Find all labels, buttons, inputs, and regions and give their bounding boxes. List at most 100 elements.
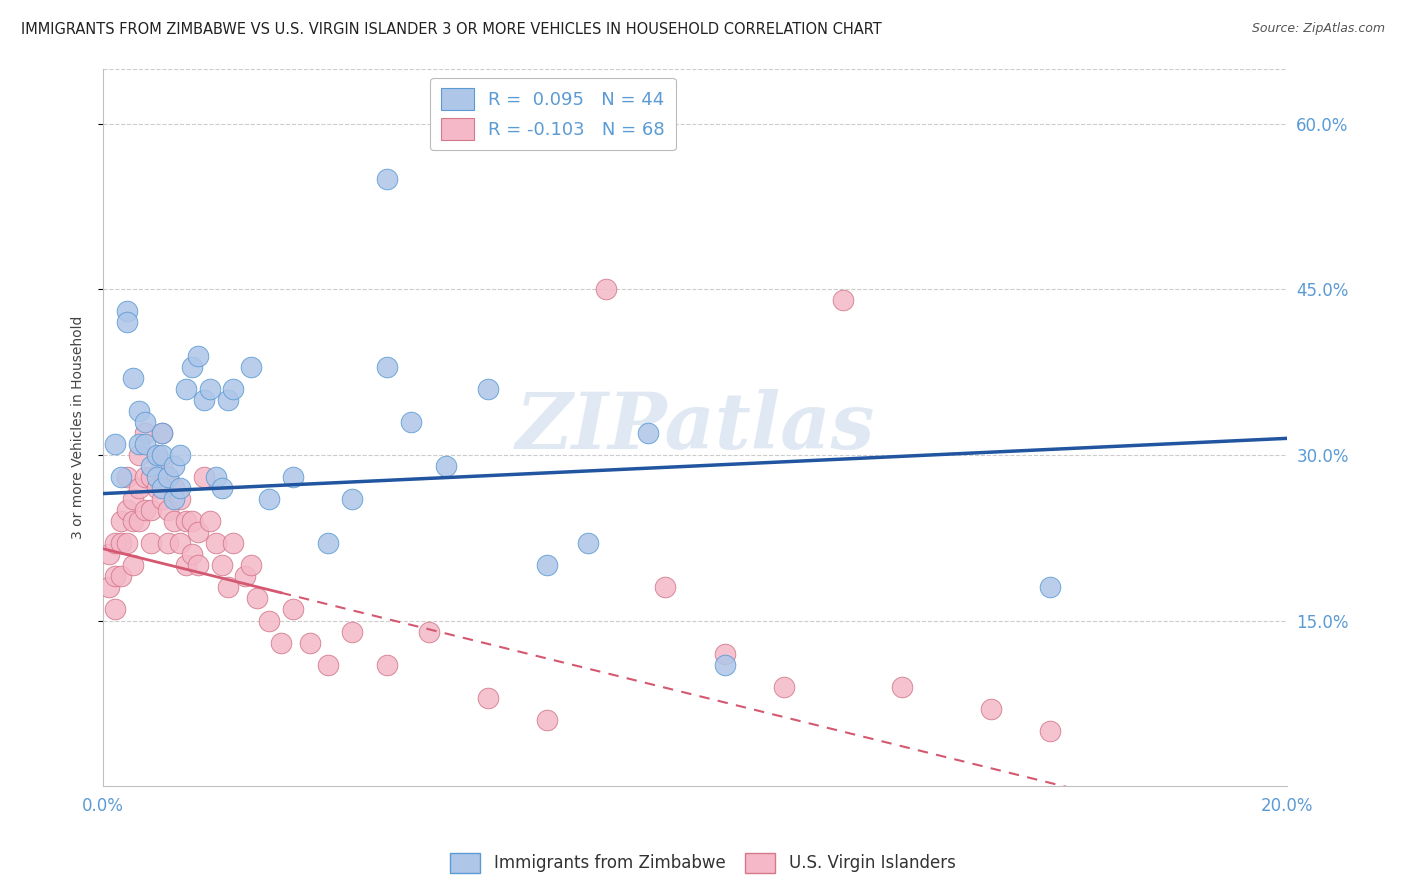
Point (163, 481, 186, 495)
Point (110, 569, 132, 583)
Point (122, 492, 145, 507)
Point (891, 680, 914, 694)
Point (104, 437, 127, 451)
Point (115, 304, 138, 318)
Point (152, 458, 174, 473)
Point (436, 458, 458, 473)
Point (157, 503, 180, 517)
Point (122, 558, 145, 573)
Point (134, 470, 156, 484)
Point (163, 492, 186, 507)
Point (134, 415, 156, 429)
Point (246, 591, 269, 606)
Point (316, 657, 339, 672)
Point (139, 536, 162, 550)
Point (139, 470, 162, 484)
Point (198, 382, 221, 396)
Text: Source: ZipAtlas.com: Source: ZipAtlas.com (1251, 22, 1385, 36)
Point (110, 470, 132, 484)
Point (163, 458, 186, 473)
Point (169, 536, 191, 550)
Point (110, 536, 132, 550)
Point (187, 558, 209, 573)
Point (477, 382, 499, 396)
Point (145, 448, 167, 462)
Point (174, 558, 197, 573)
Point (316, 536, 339, 550)
Point (152, 481, 174, 495)
Point (157, 536, 180, 550)
Point (152, 425, 174, 440)
Point (713, 647, 735, 661)
Point (134, 425, 156, 440)
Point (104, 569, 127, 583)
Point (240, 558, 263, 573)
Point (115, 503, 138, 517)
Point (115, 315, 138, 329)
Point (233, 569, 256, 583)
Point (115, 536, 138, 550)
Point (157, 470, 180, 484)
Point (187, 525, 209, 540)
Point (637, 425, 659, 440)
Point (193, 470, 215, 484)
Text: ZIPatlas: ZIPatlas (515, 389, 875, 466)
Point (375, 172, 398, 186)
Point (110, 514, 132, 528)
Point (128, 514, 150, 528)
Point (104, 602, 127, 616)
Point (134, 503, 156, 517)
Point (772, 680, 794, 694)
Point (375, 359, 398, 374)
Point (152, 492, 174, 507)
Point (654, 581, 676, 595)
Point (122, 370, 145, 384)
Point (134, 437, 156, 451)
Point (211, 558, 233, 573)
Point (536, 558, 558, 573)
Point (122, 514, 145, 528)
Point (204, 536, 226, 550)
Point (578, 536, 600, 550)
Point (240, 359, 263, 374)
Point (257, 614, 280, 628)
Point (270, 635, 292, 649)
Point (595, 282, 617, 296)
Point (1039, 581, 1062, 595)
Point (375, 657, 398, 672)
Point (831, 293, 853, 308)
Point (1039, 723, 1062, 738)
Point (139, 458, 162, 473)
Point (139, 503, 162, 517)
Point (163, 514, 186, 528)
Point (157, 470, 180, 484)
Point (128, 437, 150, 451)
Legend: Immigrants from Zimbabwe, U.S. Virgin Islanders: Immigrants from Zimbabwe, U.S. Virgin Is… (444, 847, 962, 880)
Point (98, 581, 121, 595)
Point (152, 448, 174, 462)
Point (257, 492, 280, 507)
Point (536, 713, 558, 727)
Point (399, 415, 422, 429)
Y-axis label: 3 or more Vehicles in Household: 3 or more Vehicles in Household (72, 316, 86, 539)
Point (174, 514, 197, 528)
Point (204, 470, 226, 484)
Point (477, 690, 499, 705)
Point (193, 392, 215, 407)
Point (713, 657, 735, 672)
Point (980, 702, 1002, 716)
Point (98, 547, 121, 561)
Point (299, 635, 322, 649)
Point (128, 448, 150, 462)
Point (181, 514, 204, 528)
Point (145, 448, 167, 462)
Point (181, 547, 204, 561)
Point (281, 602, 304, 616)
Point (145, 481, 167, 495)
Point (281, 470, 304, 484)
Point (187, 349, 209, 363)
Point (169, 492, 191, 507)
Point (128, 404, 150, 418)
Point (217, 581, 239, 595)
Point (104, 536, 127, 550)
